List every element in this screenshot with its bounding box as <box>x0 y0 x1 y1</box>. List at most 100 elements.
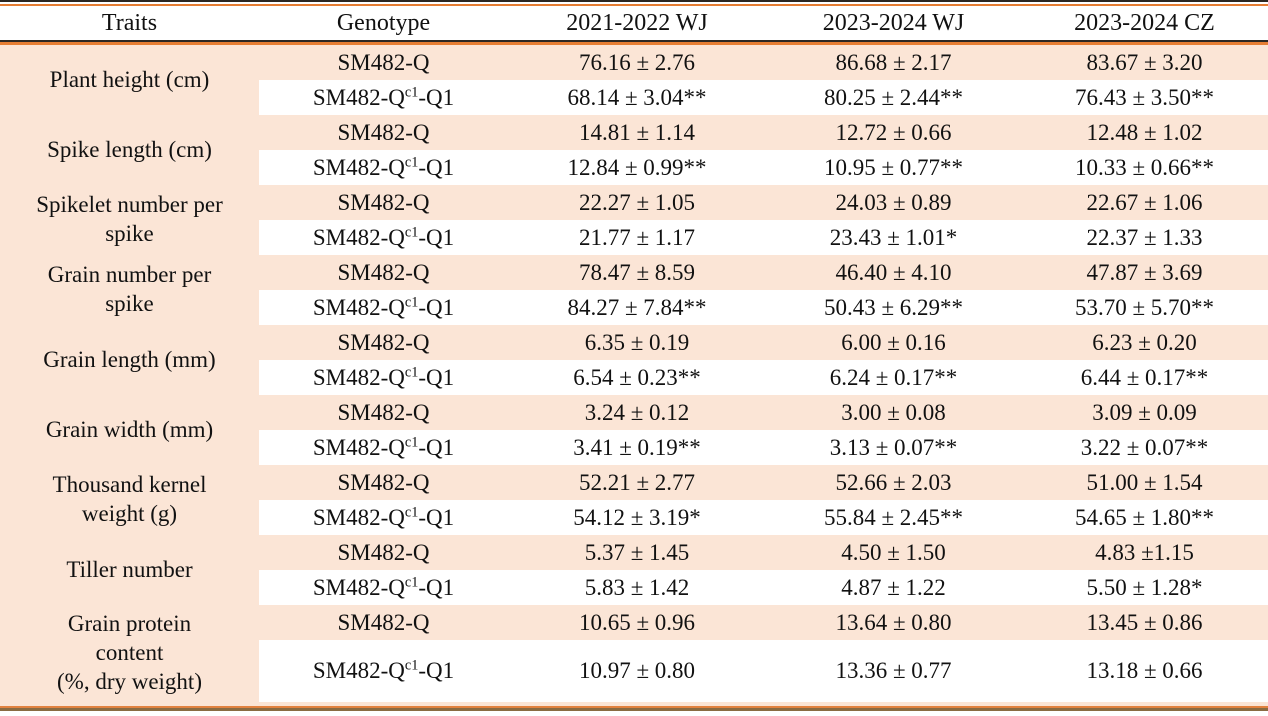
value-cell: 4.50 ± 1.50 <box>766 535 1021 570</box>
trait-label: Plant height (cm) <box>0 45 259 115</box>
genotype-cell: SM482-Qc1-Q1 <box>259 430 508 465</box>
genotype-rest: -Q1 <box>418 84 455 110</box>
header-row: Traits Genotype 2021-2022 WJ 2023-2024 W… <box>0 6 1268 40</box>
bottom-spacer-row <box>0 702 1268 706</box>
column-header-2023-2024-wj: 2023-2024 WJ <box>766 6 1021 40</box>
value-cell: 3.13 ± 0.07** <box>766 430 1021 465</box>
genotype-base: SM482-Q <box>312 658 405 683</box>
value-cell: 84.27 ± 7.84** <box>508 290 766 325</box>
genotype-rest: -Q1 <box>418 154 455 180</box>
value-cell: 76.16 ± 2.76 <box>508 45 766 80</box>
genotype-cell: SM482-Q <box>259 45 508 80</box>
value-cell: 76.43 ± 3.50** <box>1021 80 1268 115</box>
genotype-base: SM482-Q <box>312 574 405 600</box>
value-cell: 12.72 ± 0.66 <box>766 115 1021 150</box>
value-cell: 13.64 ± 0.80 <box>766 605 1021 640</box>
genotype-rest: -Q1 <box>418 294 455 320</box>
table-row: Grain length (mm) SM482-Q 6.35 ± 0.19 6.… <box>0 325 1268 395</box>
value-cell: 3.09 ± 0.09 <box>1021 395 1268 430</box>
genotype-cell: SM482-Qc1-Q1 <box>259 220 508 255</box>
genotype-cell: SM482-Q <box>259 395 508 430</box>
table-row: Spike length (cm) SM482-Q 14.81 ± 1.14 1… <box>0 115 1268 185</box>
traits-table: Traits Genotype 2021-2022 WJ 2023-2024 W… <box>0 6 1268 706</box>
value-cell: 54.12 ± 3.19* <box>508 500 766 535</box>
table-row: Thousand kernel weight (g) SM482-Q 52.21… <box>0 465 1268 535</box>
table-row: SM482-Qc1-Q1 12.84 ± 0.99** 10.95 ± 0.77… <box>0 150 1268 185</box>
value-cell: 46.40 ± 4.10 <box>766 255 1021 290</box>
table-row: SM482-Qc1-Q1 6.54 ± 0.23** 6.24 ± 0.17**… <box>0 360 1268 395</box>
value-cell: 83.67 ± 3.20 <box>1021 45 1268 80</box>
value-cell: 54.65 ± 1.80** <box>1021 500 1268 535</box>
value-cell: 3.24 ± 0.12 <box>508 395 766 430</box>
value-cell: 6.35 ± 0.19 <box>508 325 766 360</box>
genotype-cell: SM482-Q <box>259 605 508 640</box>
table-row: Tiller number SM482-Q 5.37 ± 1.45 4.50 ±… <box>0 535 1268 605</box>
table-bottom-rule-orange <box>0 706 1268 708</box>
genotype-cell: SM482-Q <box>259 115 508 150</box>
column-header-2021-2022-wj: 2021-2022 WJ <box>508 6 766 40</box>
genotype-cell: SM482-Qc1-Q1 <box>259 640 508 702</box>
table-row: Grain number per spike SM482-Q 78.47 ± 8… <box>0 255 1268 325</box>
trait-label: Spikelet number per spike <box>0 185 259 255</box>
value-cell: 4.87 ± 1.22 <box>766 570 1021 605</box>
trait-label: Grain number per spike <box>0 255 259 325</box>
allele-superscript: c1 <box>404 153 419 170</box>
value-cell: 12.84 ± 0.99** <box>508 150 766 185</box>
value-cell: 10.97 ± 0.80 <box>508 640 766 702</box>
value-cell: 6.54 ± 0.23** <box>508 360 766 395</box>
genotype-base: SM482-Q <box>312 364 405 390</box>
trait-label: Grain length (mm) <box>0 325 259 395</box>
value-cell: 52.21 ± 2.77 <box>508 465 766 500</box>
trait-label: Tiller number <box>0 535 259 605</box>
genotype-cell: SM482-Q <box>259 185 508 220</box>
header-separator-rule <box>0 40 1268 45</box>
value-cell: 3.00 ± 0.08 <box>766 395 1021 430</box>
value-cell: 14.81 ± 1.14 <box>508 115 766 150</box>
genotype-rest: -Q1 <box>418 364 455 390</box>
allele-superscript: c1 <box>404 223 419 240</box>
value-cell: 5.83 ± 1.42 <box>508 570 766 605</box>
genotype-cell: SM482-Q <box>259 255 508 290</box>
value-cell: 51.00 ± 1.54 <box>1021 465 1268 500</box>
value-cell: 68.14 ± 3.04** <box>508 80 766 115</box>
trait-label: Thousand kernel weight (g) <box>0 465 259 535</box>
value-cell: 3.22 ± 0.07** <box>1021 430 1268 465</box>
value-cell: 6.24 ± 0.17** <box>766 360 1021 395</box>
genotype-cell: SM482-Qc1-Q1 <box>259 570 508 605</box>
table-top-rule-gap <box>0 2 1268 4</box>
value-cell: 50.43 ± 6.29** <box>766 290 1021 325</box>
allele-superscript: c1 <box>404 657 419 674</box>
value-cell: 10.95 ± 0.77** <box>766 150 1021 185</box>
value-cell: 5.37 ± 1.45 <box>508 535 766 570</box>
value-cell: 13.45 ± 0.86 <box>1021 605 1268 640</box>
genotype-rest: -Q1 <box>418 574 455 600</box>
genotype-base: SM482-Q <box>312 294 405 320</box>
table-row: Spikelet number per spike SM482-Q 22.27 … <box>0 185 1268 255</box>
table-row: SM482-Qc1-Q1 84.27 ± 7.84** 50.43 ± 6.29… <box>0 290 1268 325</box>
table-row: SM482-Qc1-Q1 10.97 ± 0.80 13.36 ± 0.77 1… <box>0 640 1268 702</box>
genotype-base: SM482-Q <box>312 224 405 250</box>
value-cell: 13.18 ± 0.66 <box>1021 640 1268 702</box>
value-cell: 13.36 ± 0.77 <box>766 640 1021 702</box>
value-cell: 6.00 ± 0.16 <box>766 325 1021 360</box>
value-cell: 78.47 ± 8.59 <box>508 255 766 290</box>
value-cell: 24.03 ± 0.89 <box>766 185 1021 220</box>
trait-label: Grain width (mm) <box>0 395 259 465</box>
genotype-cell: SM482-Q <box>259 535 508 570</box>
trait-label: Spike length (cm) <box>0 115 259 185</box>
table-row: Grain width (mm) SM482-Q 3.24 ± 0.12 3.0… <box>0 395 1268 465</box>
table-row: SM482-Qc1-Q1 68.14 ± 3.04** 80.25 ± 2.44… <box>0 80 1268 115</box>
allele-superscript: c1 <box>404 363 419 380</box>
value-cell: 10.65 ± 0.96 <box>508 605 766 640</box>
table-row: SM482-Qc1-Q1 21.77 ± 1.17 23.43 ± 1.01* … <box>0 220 1268 255</box>
table-row: SM482-Qc1-Q1 54.12 ± 3.19* 55.84 ± 2.45*… <box>0 500 1268 535</box>
table-bottom-rule-dark <box>0 708 1268 711</box>
genotype-cell: SM482-Qc1-Q1 <box>259 500 508 535</box>
genotype-cell: SM482-Qc1-Q1 <box>259 80 508 115</box>
genotype-rest: -Q1 <box>418 224 455 250</box>
genotype-base: SM482-Q <box>312 84 405 110</box>
value-cell: 21.77 ± 1.17 <box>508 220 766 255</box>
allele-superscript: c1 <box>404 503 419 520</box>
value-cell: 6.23 ± 0.20 <box>1021 325 1268 360</box>
